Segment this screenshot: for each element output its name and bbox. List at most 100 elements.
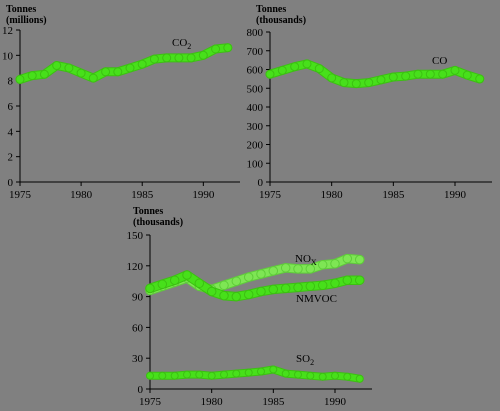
data-point-so2 — [355, 374, 364, 383]
data-point-co2 — [64, 63, 74, 73]
data-point-nmvoc — [317, 280, 328, 291]
y-tick-label: 30 — [132, 353, 144, 365]
data-point-so2 — [183, 370, 191, 379]
data-point-nmvoc — [280, 283, 291, 294]
data-point-nmvoc — [243, 289, 254, 300]
data-point-so2 — [220, 370, 228, 379]
x-tick-label: 1990 — [444, 189, 467, 201]
data-point-nox — [243, 272, 254, 282]
y-tick-label: 0 — [8, 177, 14, 189]
data-point-nmvoc — [157, 279, 168, 290]
y-unit-line1: Tonnes — [256, 4, 286, 15]
data-point-co2 — [211, 44, 221, 54]
x-tick-label: 1975 — [9, 189, 32, 201]
data-point-co2 — [149, 54, 159, 64]
y-tick-label: 8 — [8, 76, 14, 88]
data-point-nox — [330, 258, 340, 269]
data-point-co — [450, 65, 460, 75]
y-tick-label: 0 — [138, 384, 144, 396]
data-point-so2 — [331, 371, 339, 380]
data-point-nmvoc — [219, 290, 229, 301]
x-ticks: 1975 1980 1985 1990 — [9, 182, 215, 201]
series-lines — [15, 43, 233, 84]
data-point-nmvoc — [293, 282, 303, 293]
data-point-co — [265, 69, 275, 79]
y-tick-label: 2 — [8, 152, 14, 164]
data-point-so2 — [306, 371, 315, 380]
y-tick-label: 10 — [2, 50, 14, 62]
x-tick-label: 1980 — [321, 189, 344, 201]
data-point-nmvoc — [145, 283, 155, 294]
data-point-so2 — [232, 369, 241, 378]
y-tick-label: 300 — [247, 121, 264, 133]
series-line-co — [266, 60, 484, 88]
data-point-co — [462, 70, 472, 80]
data-point-co — [277, 65, 287, 75]
data-point-co2 — [113, 67, 123, 77]
data-point-so2 — [257, 367, 265, 376]
data-point-so2 — [281, 369, 290, 378]
y-tick-label: 700 — [247, 46, 264, 58]
data-point-nox — [305, 264, 316, 274]
data-point-so2 — [207, 371, 216, 380]
data-point-co2 — [137, 59, 147, 69]
y-tick-label: 200 — [247, 140, 264, 152]
data-point-so2 — [343, 372, 352, 381]
y-ticks: 0 30 60 90 120 150 — [127, 230, 150, 396]
data-point-nmvoc — [342, 275, 353, 285]
series-lines — [145, 253, 365, 383]
y-tick-label: 6 — [8, 101, 14, 113]
data-point-co — [364, 78, 374, 88]
x-tick-label: 1975 — [259, 189, 282, 201]
y-tick-label: 100 — [247, 158, 264, 170]
data-point-co — [388, 72, 398, 82]
x-ticks: 1975 1980 1985 1990 — [139, 389, 347, 408]
data-point-co2 — [162, 53, 172, 63]
data-point-co2 — [76, 68, 86, 78]
y-tick-label: 150 — [127, 230, 144, 242]
data-point-co — [425, 69, 435, 79]
series-label-co: CO — [432, 55, 447, 67]
data-point-nmvoc — [231, 291, 242, 302]
data-point-so2 — [146, 371, 154, 380]
data-point-co — [475, 74, 485, 84]
data-point-co2 — [125, 63, 135, 73]
x-tick-label: 1990 — [324, 396, 347, 408]
data-point-nox — [256, 269, 266, 279]
series-label-nmvoc: NMVOC — [296, 293, 337, 305]
data-point-so2 — [318, 372, 327, 381]
data-point-so2 — [170, 371, 179, 380]
y-tick-label: 500 — [247, 83, 264, 95]
data-point-nox — [219, 280, 229, 291]
y-unit-line2: (thousands) — [256, 15, 306, 26]
data-point-co — [401, 71, 411, 81]
y-tick-label: 800 — [247, 27, 264, 39]
data-point-co2 — [101, 67, 111, 77]
x-tick-label: 1985 — [131, 189, 154, 201]
x-tick-label: 1990 — [192, 189, 215, 201]
x-tick-label: 1985 — [382, 189, 405, 201]
y-tick-label: 12 — [2, 25, 13, 37]
series-label-so2: SO2 — [296, 353, 314, 367]
data-point-co — [376, 75, 386, 85]
data-point-nmvoc — [182, 270, 192, 280]
x-tick-label: 1985 — [262, 396, 285, 408]
co2-chart-panel: Tonnes (millions) 0 2 4 6 8 10 12 1975 1980 1985… — [2, 4, 240, 201]
y-ticks: 0 2 4 6 8 10 12 — [2, 25, 20, 189]
series-label-nox: NOX — [295, 253, 317, 267]
y-unit-line1: Tonnes — [133, 206, 163, 217]
series-label-co2: CO2 — [172, 37, 191, 51]
data-point-nmvoc — [206, 286, 217, 297]
data-point-nmvoc — [194, 278, 205, 289]
y-unit-line1: Tonnes — [6, 4, 36, 15]
x-ticks: 1975 1980 1985 1990 — [259, 182, 467, 201]
data-point-co2 — [174, 53, 184, 63]
data-point-so2 — [244, 368, 253, 377]
y-tick-label: 0 — [258, 177, 264, 189]
data-point-co2 — [39, 69, 49, 79]
data-point-so2 — [269, 365, 278, 374]
data-point-co — [351, 79, 361, 89]
data-point-co2 — [15, 74, 25, 84]
data-point-nmvoc — [169, 275, 180, 285]
